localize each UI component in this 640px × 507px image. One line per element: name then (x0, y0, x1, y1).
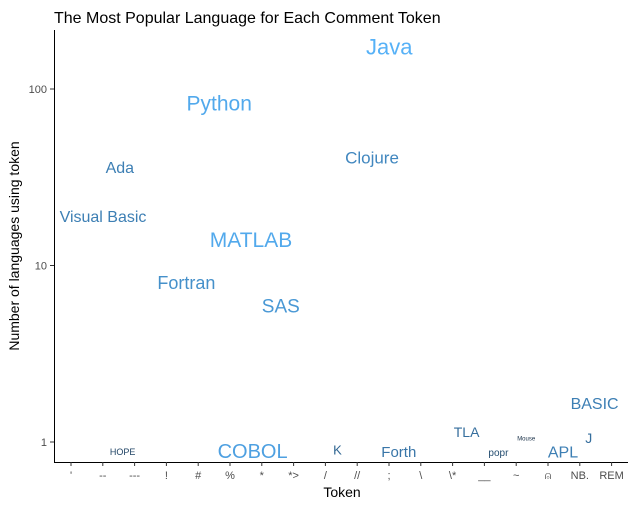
y-axis-title: Number of languages using token (6, 141, 22, 350)
y-tick-label: 10 (35, 261, 47, 273)
y-ticks: 1 10 100 (29, 84, 54, 449)
x-tick-label: __ (477, 470, 491, 482)
point-label-apl: APL (548, 444, 578, 461)
x-tick-label: REM (599, 470, 623, 482)
text-points: Visual Basic Ada HOPE Fortran Python MATLAB SA… (60, 35, 619, 463)
x-tick-label: ⍝ (545, 470, 552, 482)
point-label-sas: SAS (262, 297, 300, 318)
point-label-clojure: Clojure (345, 148, 399, 167)
point-label-java: Java (366, 35, 413, 60)
x-tick-label: ; (387, 470, 390, 482)
x-tick-label: ~ (513, 470, 519, 482)
x-tick-label: // (354, 470, 361, 482)
point-label-basic: BASIC (571, 396, 619, 413)
point-label-k: K (333, 443, 342, 458)
x-axis-title: Token (323, 484, 360, 500)
x-ticks: ' -- ---! #% * *> ///; \ \* __ ~ ⍝ NB. REM (70, 462, 624, 482)
point-label-python: Python (187, 93, 252, 116)
point-label-cobol: COBOL (218, 441, 288, 463)
x-tick-label: * (260, 470, 265, 482)
x-tick-label: -- (99, 470, 107, 482)
point-label-popr: popr (488, 448, 509, 459)
point-label-tla: TLA (454, 424, 480, 440)
x-tick-label: *> (288, 470, 299, 482)
chart-title: The Most Popular Language for Each Comme… (54, 10, 441, 27)
point-label-matlab: MATLAB (210, 229, 292, 252)
x-tick-label: \ (419, 470, 423, 482)
point-label-ada: Ada (106, 160, 135, 177)
x-tick-label: --- (129, 470, 140, 482)
point-label-visual-basic: Visual Basic (60, 209, 147, 226)
x-tick-label: # (195, 470, 202, 482)
x-tick-label: % (225, 470, 235, 482)
y-tick-label: 100 (29, 84, 47, 96)
point-label-forth: Forth (381, 444, 416, 461)
x-tick-label: NB. (571, 470, 589, 482)
y-tick-label: 1 (41, 437, 47, 449)
x-tick-label: ' (70, 470, 72, 482)
x-tick-label: ! (165, 470, 168, 482)
x-tick-label: / (324, 470, 328, 482)
point-label-j: J (585, 430, 592, 446)
point-label-mouse: Mouse (517, 436, 536, 442)
point-label-fortran: Fortran (157, 273, 215, 293)
x-tick-label: \* (449, 470, 457, 482)
point-label-hope: HOPE (110, 447, 136, 457)
